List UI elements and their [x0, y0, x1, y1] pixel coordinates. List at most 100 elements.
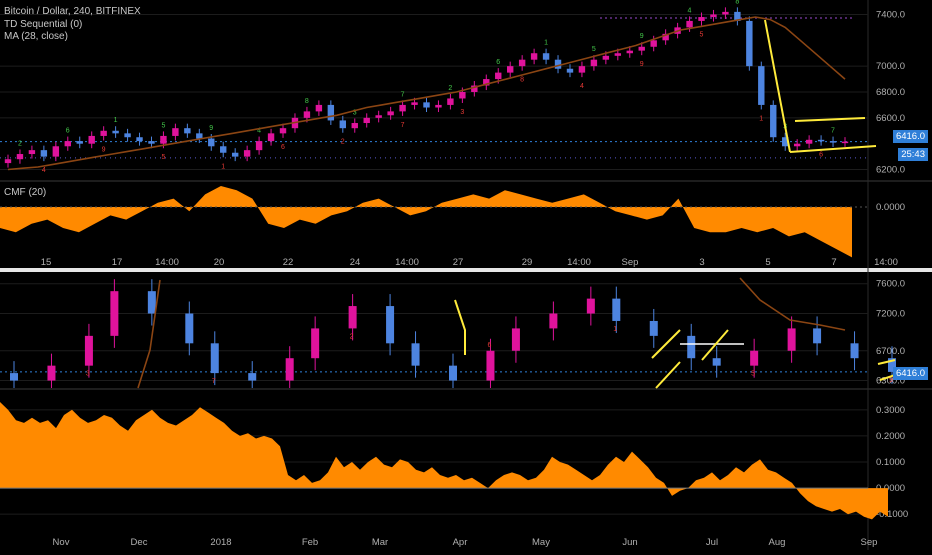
bottom-x-label: Nov: [53, 537, 70, 548]
top-price-tick: 6600.0: [876, 113, 905, 124]
top-trendline-drop: [764, 19, 791, 153]
top-candle: [399, 104, 406, 112]
bottom-candle: [813, 328, 822, 344]
top-candle: [435, 104, 442, 108]
bottom-td-count: 9: [889, 377, 893, 384]
top-candle: [100, 130, 107, 136]
top-trendline-lower: [789, 145, 877, 153]
bottom-candle: [850, 343, 859, 359]
top-price-tick: 7400.0: [876, 9, 905, 20]
top-price-tick: 7000.0: [876, 61, 905, 72]
top-candle: [243, 150, 251, 157]
bottom-candle: [185, 313, 194, 344]
td-sell-count: 4: [688, 7, 692, 14]
legend-ma[interactable]: MA (28, close): [4, 31, 68, 42]
top-candle: [64, 141, 71, 147]
bottom-candle: [612, 298, 621, 321]
bottom-price-tick: 7600.0: [876, 279, 905, 290]
bottom-cmf-tick: 0.2000: [876, 431, 905, 442]
top-candle: [817, 139, 825, 142]
top-cmf-legend: CMF (20): [4, 187, 46, 200]
td-buy-count: 8: [520, 77, 524, 84]
td-sell-count: 6: [496, 59, 500, 66]
panel-separator: [0, 268, 932, 272]
top-candle: [614, 53, 622, 56]
top-candle: [231, 152, 239, 157]
top-candle: [686, 20, 693, 28]
bottom-trendline-curve: [454, 299, 466, 355]
top-candle: [722, 11, 729, 15]
bottom-td-count: 5: [751, 371, 755, 378]
td-sell-count: 8: [735, 0, 739, 5]
td-buy-count: 3: [460, 109, 464, 116]
top-candle: [375, 115, 382, 118]
bottom-td-count: 2: [350, 333, 354, 340]
top-candle: [315, 104, 323, 112]
td-buy-count: 5: [700, 31, 704, 38]
bottom-x-label: May: [532, 537, 550, 548]
bottom-candle: [147, 291, 156, 314]
top-x-label: Sep: [622, 257, 639, 268]
bottom-x-label: Apr: [453, 537, 468, 548]
td-buy-count: 2: [341, 139, 345, 146]
bottom-candle: [386, 306, 395, 344]
bottom-candle: [210, 343, 219, 374]
top-candle: [411, 102, 418, 105]
bottom-trendline: [651, 329, 681, 359]
top-candle: [542, 53, 550, 60]
top-x-label: 15: [41, 257, 52, 268]
top-candle: [495, 72, 502, 80]
top-candle: [351, 123, 358, 129]
bottom-candle: [348, 306, 357, 329]
td-buy-count: 6: [281, 144, 285, 151]
td-sell-count: 6: [66, 128, 70, 135]
td-buy-count: 1: [221, 163, 225, 170]
bottom-candle: [285, 358, 294, 381]
legend-cmf[interactable]: CMF (20): [4, 187, 47, 198]
top-candle: [267, 133, 275, 142]
bottom-td-count: 6: [487, 342, 491, 349]
bottom-trendline: [877, 359, 896, 365]
top-x-label: 22: [283, 257, 294, 268]
top-candle: [160, 135, 167, 144]
bottom-candle: [110, 291, 119, 336]
top-candle: [148, 141, 155, 144]
td-sell-count: 5: [161, 122, 165, 129]
bottom-x-label: Aug: [769, 537, 786, 548]
top-candle: [770, 104, 777, 138]
bottom-candle: [511, 328, 520, 351]
top-candle: [650, 40, 657, 47]
top-candle: [459, 92, 466, 99]
bottom-candle: [687, 335, 696, 359]
top-candle: [339, 120, 346, 129]
bottom-candle: [549, 313, 558, 329]
top-candle: [363, 117, 370, 124]
top-time-tag: 25:43: [898, 148, 928, 161]
top-candle: [16, 154, 24, 160]
top-x-label: 14:00: [395, 257, 419, 268]
bottom-cmf-tick: 0.0000: [876, 483, 905, 494]
top-ma-line: [7, 16, 846, 171]
legend-td-sequential[interactable]: TD Sequential (0): [4, 18, 83, 30]
top-candle: [566, 68, 574, 73]
top-candle: [387, 111, 394, 116]
td-buy-count: 6: [819, 152, 823, 159]
top-candle: [578, 66, 586, 73]
bottom-trendline: [701, 329, 729, 361]
top-candle: [602, 55, 610, 60]
td-sell-count: 7: [831, 128, 835, 135]
top-candle: [710, 14, 717, 18]
td-sell-count: 5: [592, 46, 596, 53]
top-candle: [507, 66, 514, 73]
top-price-tick: 6800.0: [876, 87, 905, 98]
bottom-trendline: [655, 361, 681, 389]
top-candle: [4, 159, 12, 164]
top-candle: [208, 138, 215, 147]
legend-symbol[interactable]: Bitcoin / Dollar, 240, BITFINEX: [4, 6, 141, 17]
bottom-candle: [311, 328, 320, 359]
top-candle: [518, 59, 526, 67]
bottom-x-label: Sep: [861, 537, 878, 548]
top-candle: [447, 98, 454, 105]
